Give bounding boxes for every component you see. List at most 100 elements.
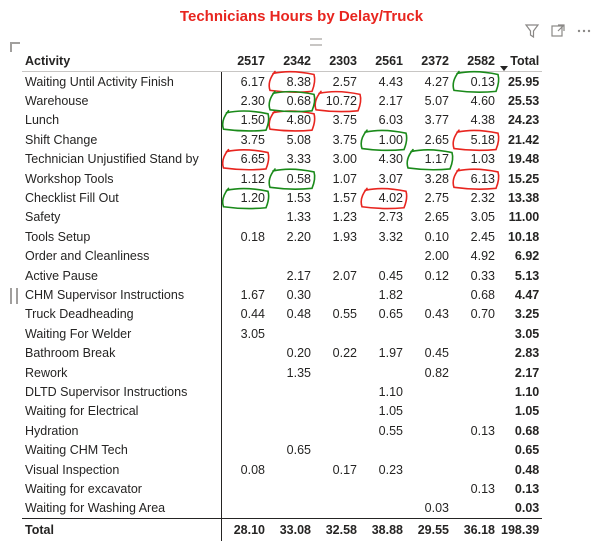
row-total: 4.47	[514, 287, 540, 302]
cell-value: 0.20	[286, 346, 311, 361]
cell-value: 2.30	[240, 94, 265, 109]
row-total: 25.95	[507, 74, 540, 89]
row-label: Truck Deadheading	[22, 304, 222, 325]
table-row[interactable]: Waiting for Washing Area 0.03 0.03	[22, 498, 542, 519]
row-label: Technician Unjustified Stand by	[22, 149, 222, 169]
cell-value	[314, 402, 360, 421]
visual-corner-handle[interactable]	[10, 42, 20, 52]
cell-value	[406, 421, 452, 440]
table-row[interactable]: Hydration 0.55 0.13 0.68	[22, 421, 542, 441]
cell-value: 0.68	[470, 287, 495, 302]
cell-value	[268, 247, 314, 266]
table-row[interactable]: Truck Deadheading 0.44 0.48 0.55 0.65 0.43 0.7…	[22, 304, 542, 325]
cell-value: 3.33	[286, 152, 311, 167]
row-total: 10.18	[507, 229, 540, 244]
total-value: 38.88	[360, 517, 406, 541]
column-header[interactable]: 2561	[360, 51, 406, 72]
table-row[interactable]: Lunch 1.50 4.80 3.75 6.03 3.77 4.38 24.23	[22, 110, 542, 131]
cell-value: 4.92	[470, 249, 495, 264]
table-row[interactable]: Order and Cleanliness 2.00 4.92 6.92	[22, 246, 542, 266]
row-total: 11.00	[508, 210, 540, 225]
row-total: 0.03	[514, 501, 540, 516]
table-row[interactable]: Bathroom Break 0.20 0.22 1.97 0.45 2.83	[22, 343, 542, 363]
cell-value	[314, 247, 360, 266]
cell-value: 0.70	[470, 307, 495, 322]
filter-icon[interactable]	[523, 22, 541, 40]
column-header[interactable]: Total	[498, 51, 543, 72]
table-row[interactable]: Shift Change 3.75 5.08 3.75 1.00 2.65 5.18 21.4…	[22, 130, 542, 150]
cell-value	[360, 363, 406, 382]
table-row[interactable]: Checklist Fill Out 1.20 1.53 1.57 4.02 2.75 2.…	[22, 188, 542, 208]
table-row[interactable]: CHM Supervisor Instructions 1.67 0.30 1.82 0…	[22, 285, 542, 305]
column-header[interactable]: 2303	[314, 51, 360, 72]
cell-value: 0.23	[378, 462, 403, 477]
more-options-icon[interactable]	[575, 22, 593, 40]
cell-value: 0.03	[424, 501, 449, 516]
cell-value	[360, 479, 406, 498]
cell-value: 2.32	[470, 191, 495, 206]
table-row[interactable]: Workshop Tools 1.12 0.58 1.07 3.07 3.28 6.13 15…	[22, 168, 542, 189]
table-row[interactable]: DLTD Supervisor Instructions 1.10 1.10	[22, 382, 542, 402]
column-header[interactable]: 2517	[221, 51, 268, 72]
cell-value	[406, 324, 452, 343]
cell-value: 3.75	[332, 113, 357, 128]
table-row[interactable]: Safety 1.33 1.23 2.73 2.65 3.05 11.00	[22, 207, 542, 228]
cell-value: 4.60	[470, 94, 495, 109]
row-label: DLTD Supervisor Instructions	[22, 382, 222, 402]
table-row[interactable]: Waiting for excavator 0.13 0.13	[22, 479, 542, 499]
column-resize-grip[interactable]	[10, 288, 18, 304]
cell-value: 6.17	[240, 74, 265, 89]
column-header[interactable]: 2342	[268, 51, 314, 72]
cell-value: 0.45	[378, 268, 403, 283]
cell-value	[406, 285, 452, 304]
cell-value	[222, 499, 269, 519]
focus-mode-icon[interactable]	[549, 22, 567, 40]
cell-value: 1.97	[378, 346, 403, 361]
cell-value: 1.03	[470, 152, 495, 167]
row-label: Bathroom Break	[22, 343, 222, 363]
row-label: Waiting For Welder	[22, 324, 222, 344]
table-row[interactable]: Waiting Until Activity Finish 6.17 8.38 2.5…	[22, 71, 542, 92]
cell-value: 3.07	[378, 171, 403, 186]
table-row[interactable]: Waiting for Electrical 1.05 1.05	[22, 401, 542, 422]
cell-value: 3.00	[332, 152, 357, 167]
column-header[interactable]: 2372	[406, 51, 452, 72]
cell-value	[452, 343, 498, 362]
cell-value: 1.53	[286, 191, 311, 206]
table-row[interactable]: Tools Setup 0.18 2.20 1.93 3.32 0.10 2.45 10.18	[22, 227, 542, 247]
row-total: 0.48	[514, 462, 540, 477]
table-row[interactable]: Waiting For Welder 3.05 3.05	[22, 324, 542, 344]
cell-value: 2.00	[424, 249, 449, 264]
table-row[interactable]: Warehouse 2.30 0.68 10.72 2.17 5.07 4.60 25.53	[22, 91, 542, 111]
table-row[interactable]: Rework 1.35 0.82 2.17	[22, 362, 542, 383]
cell-value: 1.23	[332, 210, 357, 225]
table-row[interactable]: Visual Inspection 0.08 0.17 0.23 0.48	[22, 459, 542, 480]
row-label: Waiting for Washing Area	[22, 498, 222, 519]
column-header[interactable]: Activity	[22, 51, 222, 72]
column-header[interactable]: 2582	[452, 51, 498, 72]
row-label: Order and Cleanliness	[22, 246, 222, 266]
cell-value	[314, 421, 360, 440]
row-total: 21.42	[507, 132, 540, 147]
cell-value	[452, 499, 498, 519]
table-row[interactable]: Technician Unjustified Stand by 6.65 3.33 3…	[22, 149, 542, 169]
cell-value	[360, 324, 406, 343]
row-total: 13.38	[507, 191, 540, 206]
cell-value	[222, 421, 269, 440]
cell-value	[314, 499, 360, 519]
visual-resize-handle[interactable]	[310, 38, 322, 46]
cell-value: 0.22	[332, 346, 357, 361]
header-row: Activity 2517 2342 2303 2561 2372 2582 Total	[22, 51, 543, 72]
cell-value: 0.08	[240, 462, 265, 477]
cell-value	[452, 324, 498, 343]
cell-value	[268, 421, 314, 440]
table-row[interactable]: Waiting CHM Tech 0.65 0.65	[22, 440, 542, 460]
cell-value: 1.17	[424, 152, 449, 167]
cell-value	[406, 460, 452, 479]
cell-value	[222, 479, 269, 498]
table-row[interactable]: Active Pause 2.17 2.07 0.45 0.12 0.33 5.13	[22, 265, 542, 286]
cell-value: 3.75	[332, 132, 357, 147]
cell-value	[314, 382, 360, 401]
cell-value: 2.45	[470, 229, 495, 244]
cell-value: 2.73	[378, 210, 403, 225]
